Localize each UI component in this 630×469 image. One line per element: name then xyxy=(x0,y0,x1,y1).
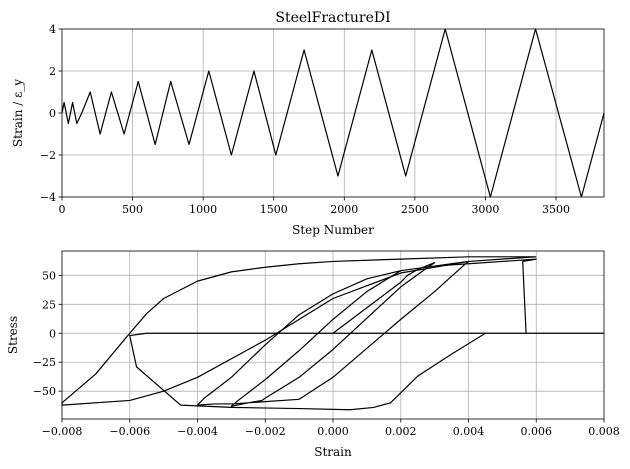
hysteresis-y-label: Stress xyxy=(6,316,20,354)
hysteresis-ticks: −0.008 −0.006 −0.004 −0.002 0.000 0.002 0.004 0… xyxy=(33,269,620,438)
hysteresis-x-tick-label: −0.006 xyxy=(109,425,150,438)
strain-history-x-tick-label: 3500 xyxy=(542,203,570,216)
chart-title: SteelFractureDI xyxy=(275,10,390,26)
hysteresis-x-tick-label: 0.006 xyxy=(521,425,553,438)
strain-history-y-tick-label: −4 xyxy=(40,191,56,204)
strain-history-x-tick-label: 1500 xyxy=(260,203,288,216)
hysteresis-y-tick-label: 0 xyxy=(49,327,56,340)
strain-history-y-tick-label: 2 xyxy=(49,65,56,78)
strain-history-grid xyxy=(62,29,604,197)
strain-history-series-line-1 xyxy=(61,28,605,198)
strain-history-axes: 0 500 1000 1500 2000 2500 3000 3500 −4 −2 0 2 4 Stee… xyxy=(11,10,605,237)
hysteresis-y-tick-label: −25 xyxy=(33,356,56,369)
strain-history-y-tick-label: 4 xyxy=(49,23,56,36)
hysteresis-y-tick-label: −50 xyxy=(33,385,56,398)
hysteresis-x-label: Strain xyxy=(314,445,352,459)
strain-history-x-tick-label: 2000 xyxy=(330,203,358,216)
strain-history-x-tick-label: 2500 xyxy=(401,203,429,216)
hysteresis-x-tick-label: 0.004 xyxy=(453,425,485,438)
hysteresis-y-tick-label: 25 xyxy=(42,298,56,311)
hysteresis-series xyxy=(61,256,604,411)
hysteresis-x-tick-label: 0.008 xyxy=(588,425,620,438)
hysteresis-series-line-1 xyxy=(129,258,604,411)
hysteresis-x-tick-label: −0.008 xyxy=(42,425,83,438)
strain-history-y-label: Strain / ε_y xyxy=(11,79,25,147)
strain-history-y-tick-label: 0 xyxy=(49,107,56,120)
strain-history-x-tick-label: 500 xyxy=(122,203,143,216)
strain-history-x-tick-label: 1000 xyxy=(189,203,217,216)
hysteresis-x-tick-label: 0.000 xyxy=(317,425,349,438)
strain-history-x-tick-label: 3000 xyxy=(471,203,499,216)
strain-history-x-tick-label: 0 xyxy=(59,203,66,216)
hysteresis-x-tick-label: −0.004 xyxy=(177,425,218,438)
strain-history-ticks: 0 500 1000 1500 2000 2500 3000 3500 −4 −2 0 2 4 xyxy=(40,23,570,216)
hysteresis-x-tick-label: 0.002 xyxy=(385,425,417,438)
hysteresis-series-line-2 xyxy=(61,256,537,406)
strain-history-series xyxy=(61,28,605,198)
strain-history-y-tick-label: −2 xyxy=(40,149,56,162)
hysteresis-axes: −0.008 −0.006 −0.004 −0.002 0.000 0.002 0.004 0… xyxy=(6,250,620,459)
hysteresis-y-tick-label: 50 xyxy=(42,269,56,282)
hysteresis-x-tick-label: −0.002 xyxy=(245,425,286,438)
strain-history-x-label: Step Number xyxy=(292,223,374,237)
